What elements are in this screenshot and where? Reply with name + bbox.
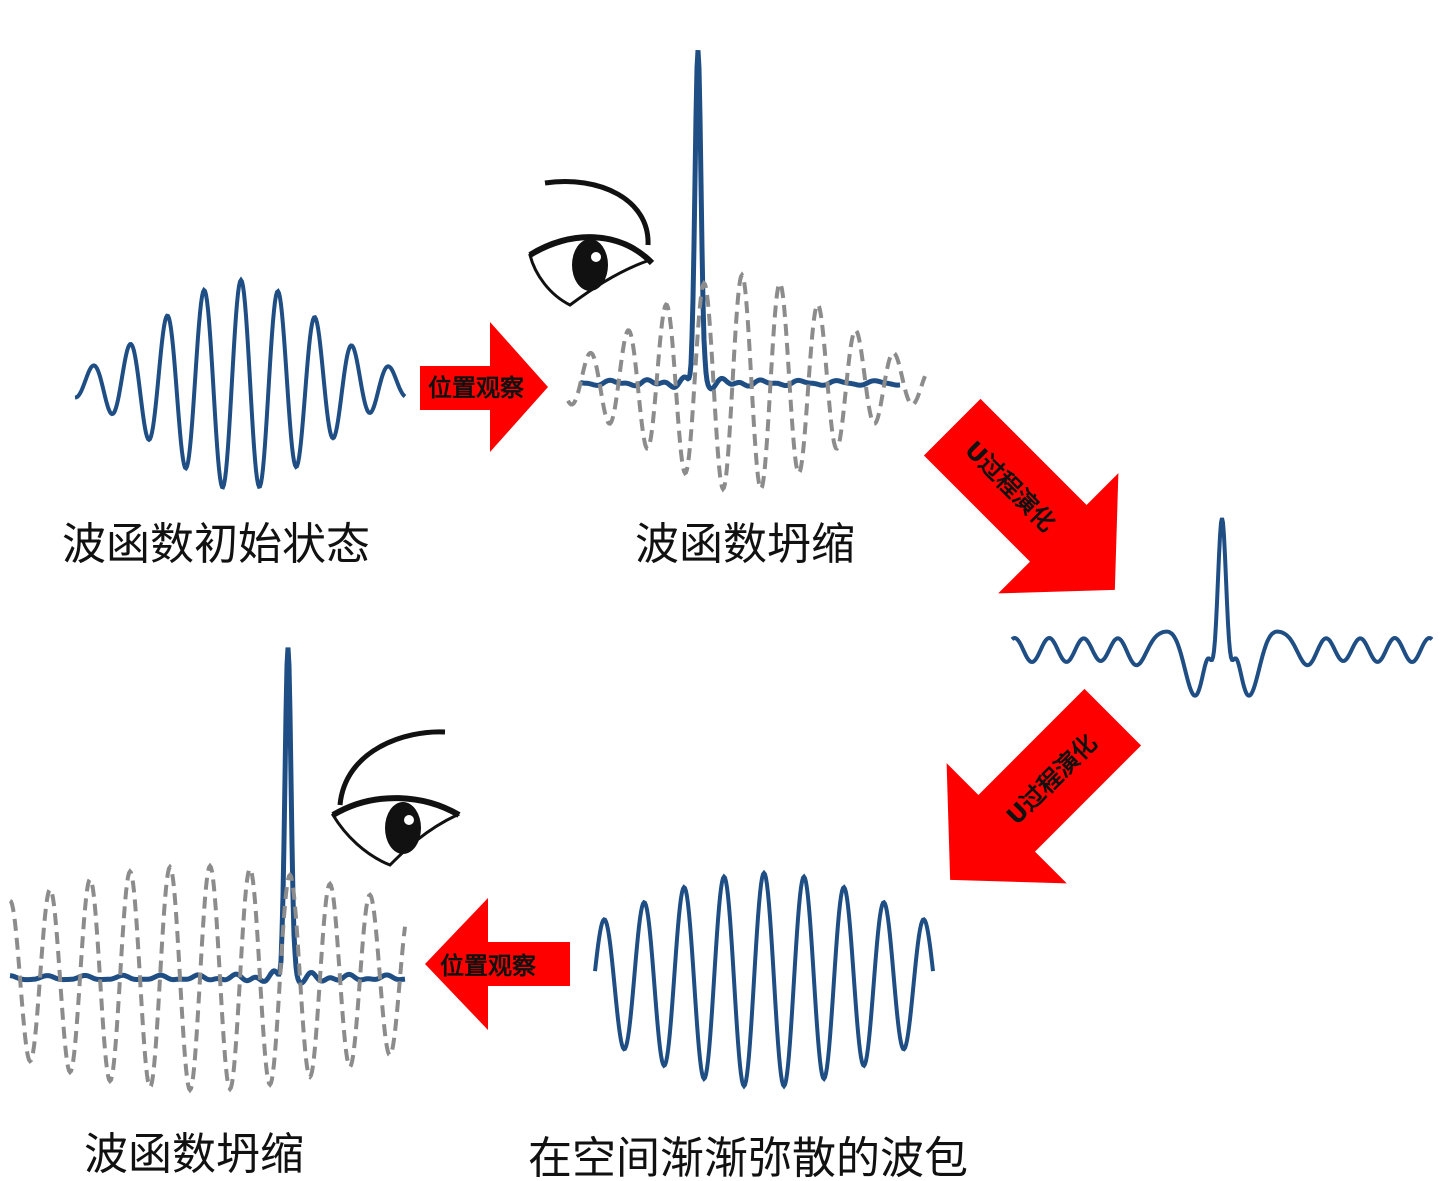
eye-icon <box>330 729 461 867</box>
caption-initial-state: 波函数初始状态 <box>62 519 370 570</box>
evolved-wave <box>1010 517 1434 698</box>
caption-collapse-2: 波函数坍缩 <box>84 1129 304 1180</box>
arrow-observe-1: 位置观察 <box>420 322 548 452</box>
arrow-label: 位置观察 <box>440 952 537 980</box>
spreading-wave-packet <box>593 869 935 1090</box>
prior-wave-dashed <box>566 271 927 493</box>
eye-icon <box>528 179 655 307</box>
initial-wave-packet <box>74 276 407 490</box>
arrow-evolve-1: U过程演化 <box>923 398 1119 594</box>
arrow-evolve-2: U过程演化 <box>946 688 1142 884</box>
arrow-observe-2: 位置观察 <box>425 898 570 1030</box>
caption-collapse-1: 波函数坍缩 <box>635 519 855 570</box>
prior-wave-dashed-2 <box>8 862 407 1094</box>
arrow-label: 位置观察 <box>428 374 525 402</box>
caption-spreading-packet: 在空间渐渐弥散的波包 <box>528 1133 968 1181</box>
